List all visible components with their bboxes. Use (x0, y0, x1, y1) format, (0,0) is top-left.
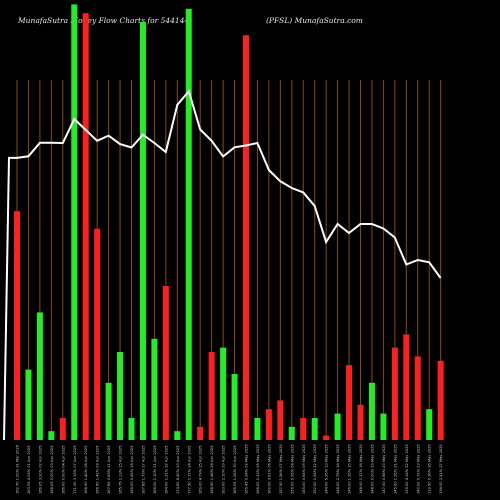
money-flow-bar (265, 409, 272, 440)
money-flow-bar (403, 334, 410, 440)
chart-subtitle: (PFSL) MunafaSutra.com (266, 16, 363, 25)
x-tick-label: 148.00 1.37% 16 May 2025 (359, 444, 363, 494)
money-flow-bar (414, 356, 421, 440)
x-tick-label: 174.50 6.40% 23 Apr 2025 (176, 446, 180, 495)
x-tick-label: 145.00 1.36% 21 May 2025 (393, 444, 397, 494)
x-tick-label: 166.05 3.20% 02 Apr 2025 (38, 446, 42, 495)
x-tick-label: 177.50 1.72% 24 Apr 2025 (187, 446, 191, 495)
money-flow-bar (105, 382, 112, 440)
x-tick-label: 136.00 2.51% 27 May 2025 (439, 444, 443, 494)
x-tick-label: 139.00 4.14% 22 May 2025 (405, 444, 409, 494)
x-tick-label: 162.70 1.00% 31 Mar 2025 (16, 445, 20, 494)
x-tick-label: 146.00 1.35% 15 May 2025 (348, 444, 352, 494)
x-tick-label: 156.00 0.95% 08 May 2025 (290, 444, 294, 494)
money-flow-bar (139, 22, 146, 440)
x-tick-label: 157.50 1.56% 07 May 2025 (279, 444, 283, 494)
money-flow-bar (151, 338, 158, 440)
money-flow-bar (162, 286, 169, 440)
x-tick-label: 139.50 0.36% 26 May 2025 (428, 444, 432, 494)
money-flow-bar (220, 347, 227, 440)
x-tick-label: 155.00 0.64% 09 May 2025 (302, 444, 306, 494)
x-tick-label: 165.05 1.26% 30 Apr 2025 (233, 446, 237, 495)
money-flow-bar (185, 8, 192, 441)
money-flow-bar (334, 413, 341, 440)
money-flow-bar (323, 435, 330, 440)
x-tick-label: 166.00 1.10% 21 Apr 2025 (153, 446, 157, 495)
money-flow-bar (71, 4, 78, 441)
chart-title: MunafaSutra Money Flow Charts for 544144 (17, 16, 189, 25)
x-tick-label: 169.00 4.79% 25 Apr 2025 (199, 446, 203, 495)
x-tick-label: 148.00 0.00% 19 May 2025 (370, 444, 374, 494)
x-tick-label: 165.45 0.24% 02 May 2025 (245, 444, 249, 494)
money-flow-bar (14, 211, 20, 440)
money-flow-bar (128, 418, 135, 440)
money-flow-bar (208, 352, 215, 440)
x-tick-label: 171.30 3.19% 07 Apr 2025 (73, 446, 77, 495)
price-line (3, 89, 442, 441)
money-flow-bar (25, 369, 32, 440)
money-flow-bar (346, 365, 353, 440)
money-flow-bar (36, 312, 43, 440)
money-flow-bar (82, 13, 89, 440)
x-tick-label: 166.50 1.42% 09 Apr 2025 (96, 446, 100, 495)
x-tick-label: 163.05 4.09% 01 Apr 2025 (27, 446, 31, 495)
money-flow-bars (14, 4, 444, 441)
x-tick-label: 160.00 3.61% 06 May 2025 (267, 444, 271, 494)
money-flow-bar (277, 400, 284, 440)
money-flow-bar (174, 431, 181, 440)
money-flow-bar (368, 382, 375, 440)
x-tick-label: 165.75 1.13% 15 Apr 2025 (119, 446, 123, 495)
money-flow-bar (197, 426, 204, 440)
x-tick-label: 166.50 1.48% 28 Apr 2025 (210, 446, 214, 495)
x-tick-label: 166.05 0.00% 03 Apr 2025 (50, 446, 54, 495)
x-tick-label: 165.00 0.45% 16 Apr 2025 (130, 446, 134, 495)
x-tick-label: 167.65 0.69% 11 Apr 2025 (107, 446, 111, 495)
x-tick-label: 140.00 0.72% 23 May 2025 (416, 444, 420, 494)
x-tick-label: 166.00 0.00% 04 Apr 2025 (61, 446, 65, 495)
money-flow-bar (300, 418, 307, 440)
x-tick-label: 168.90 1.40% 08 Apr 2025 (84, 446, 88, 495)
money-flow-bar (380, 413, 387, 440)
x-tick-label: 148.00 2.78% 14 May 2025 (336, 444, 340, 494)
x-tick-label: 144.00 5.26% 13 May 2025 (325, 444, 329, 494)
x-tick-label: 167.85 1.73% 17 Apr 2025 (141, 446, 145, 495)
money-flow-bar (48, 431, 55, 440)
money-flow-bar (59, 418, 66, 440)
money-flow-bar (94, 228, 101, 440)
money-flow-bar (288, 426, 295, 440)
money-flow-bar (231, 374, 238, 440)
x-tick-label: 166.00 0.33% 05 May 2025 (256, 444, 260, 494)
x-tick-label: 163.00 2.10% 29 Apr 2025 (222, 446, 226, 495)
money-flow-bar (117, 352, 124, 440)
x-tick-label: 152.00 1.94% 12 May 2025 (313, 444, 317, 494)
money-flow-bar (311, 418, 318, 440)
money-flow-bar (254, 418, 261, 440)
money-flow-bar (437, 360, 444, 440)
money-flow-bar (243, 35, 249, 440)
x-tick-label: 164.00 1.21% 22 Apr 2025 (164, 446, 168, 495)
x-tick-label: 147.00 0.68% 20 May 2025 (382, 444, 386, 494)
money-flow-bar (357, 404, 364, 440)
x-axis-labels: 162.70 1.00% 31 Mar 2025 163.05 4.09% 01 … (16, 444, 444, 494)
money-flow-bar (391, 347, 398, 440)
money-flow-bar (426, 409, 433, 440)
